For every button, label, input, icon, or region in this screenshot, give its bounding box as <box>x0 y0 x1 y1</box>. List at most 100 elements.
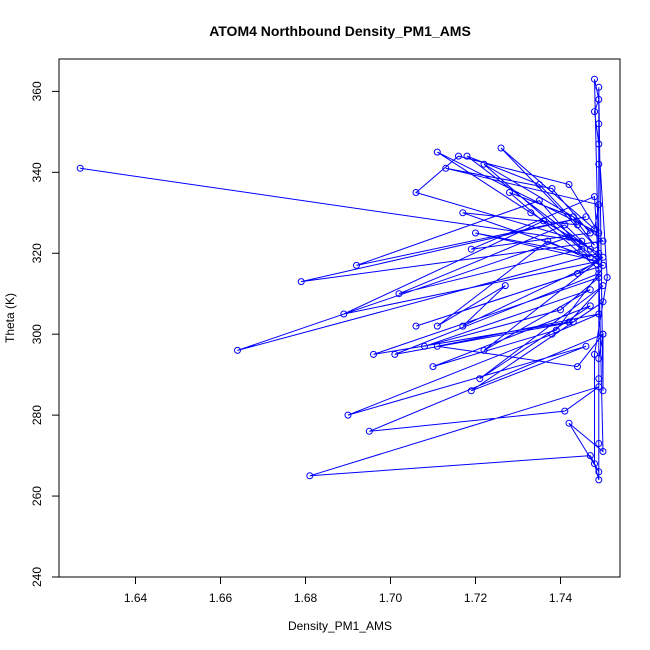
y-tick-label: 340 <box>30 162 44 182</box>
data-point <box>565 181 573 188</box>
data-point <box>565 318 573 326</box>
data-point <box>234 346 241 354</box>
data-point <box>595 160 603 168</box>
data-point <box>306 472 314 480</box>
data-point <box>365 427 373 435</box>
data-point <box>421 342 428 350</box>
data-point <box>569 318 577 326</box>
data-point <box>467 245 475 253</box>
data-point <box>574 363 581 371</box>
data-point <box>565 419 573 427</box>
x-tick-label: 1.68 <box>294 591 318 605</box>
data-point <box>552 326 560 334</box>
x-tick-label: 1.74 <box>549 591 573 605</box>
data-point <box>569 213 577 221</box>
data-point <box>395 290 403 298</box>
data-point <box>463 152 471 160</box>
x-tick-label: 1.72 <box>464 591 488 605</box>
data-point <box>595 440 603 447</box>
data-point <box>599 261 607 269</box>
data-point <box>595 229 603 237</box>
data-point <box>340 310 348 318</box>
x-tick-label: 1.64 <box>124 591 148 605</box>
data-point <box>535 181 543 188</box>
y-tick-label: 280 <box>30 405 44 425</box>
data-point <box>561 407 569 415</box>
data-point <box>595 249 603 257</box>
x-tick-label: 1.70 <box>379 591 403 605</box>
data-point <box>586 452 594 460</box>
data-point <box>595 83 603 91</box>
data-point <box>595 265 603 273</box>
data-point <box>595 257 603 265</box>
data-point <box>433 342 441 350</box>
data-point <box>412 322 420 330</box>
data-point <box>76 164 84 172</box>
data-point <box>595 201 603 209</box>
data-point <box>561 221 569 229</box>
y-tick-label: 300 <box>30 324 44 344</box>
chart-title: ATOM4 Northbound Density_PM1_AMS <box>209 23 471 39</box>
data-point <box>595 375 603 383</box>
data-point <box>599 330 607 338</box>
data-point <box>548 330 556 338</box>
data-point <box>591 108 598 116</box>
data-point <box>591 460 598 468</box>
data-point <box>582 213 590 221</box>
data-point <box>506 189 513 196</box>
data-point <box>480 346 488 354</box>
data-point <box>591 241 598 249</box>
y-tick-label: 260 <box>30 486 44 506</box>
data-point <box>599 282 607 290</box>
x-tick-label: 1.66 <box>209 591 233 605</box>
data-point <box>297 278 305 286</box>
data-point <box>344 411 352 419</box>
data-point <box>467 387 475 395</box>
data-point <box>603 274 611 281</box>
series-line <box>80 79 608 481</box>
data-point <box>591 193 598 201</box>
data-point <box>599 253 607 261</box>
data-point <box>599 237 607 245</box>
data-point <box>586 245 594 253</box>
data-point <box>472 229 479 237</box>
data-point <box>599 387 607 395</box>
x-axis-label: Density_PM1_AMS <box>288 619 392 633</box>
data-point <box>595 476 603 484</box>
y-tick-label: 360 <box>30 81 44 101</box>
data-point <box>591 225 598 233</box>
data-point <box>557 306 564 314</box>
data-point <box>595 96 603 103</box>
data-point <box>527 209 535 217</box>
data-point <box>476 375 484 383</box>
data-point <box>599 448 607 455</box>
data-point <box>442 164 450 172</box>
y-tick-label: 240 <box>30 567 44 587</box>
data-point <box>370 350 377 358</box>
data-point <box>578 245 586 253</box>
data-point <box>586 253 594 261</box>
data-point <box>412 189 420 196</box>
data-point <box>548 185 556 192</box>
data-point <box>595 468 603 476</box>
data-point <box>595 310 603 318</box>
y-axis: 240 260 280 300 320 340 360 <box>30 81 60 587</box>
data-point <box>544 237 552 245</box>
data-point <box>353 261 360 269</box>
data-point <box>595 274 603 281</box>
x-axis: 1.64 1.66 1.68 1.70 1.72 1.74 <box>124 576 573 605</box>
data-point <box>595 383 603 391</box>
data-point <box>501 282 509 290</box>
data-point <box>429 363 437 371</box>
data-point <box>586 302 594 310</box>
data-series <box>76 75 611 484</box>
data-point <box>391 350 399 358</box>
data-point <box>595 140 603 148</box>
data-point <box>586 286 594 294</box>
data-point <box>591 75 598 83</box>
data-point <box>497 144 505 152</box>
data-point <box>586 229 594 237</box>
data-point <box>595 270 603 277</box>
plot-frame <box>58 58 621 578</box>
